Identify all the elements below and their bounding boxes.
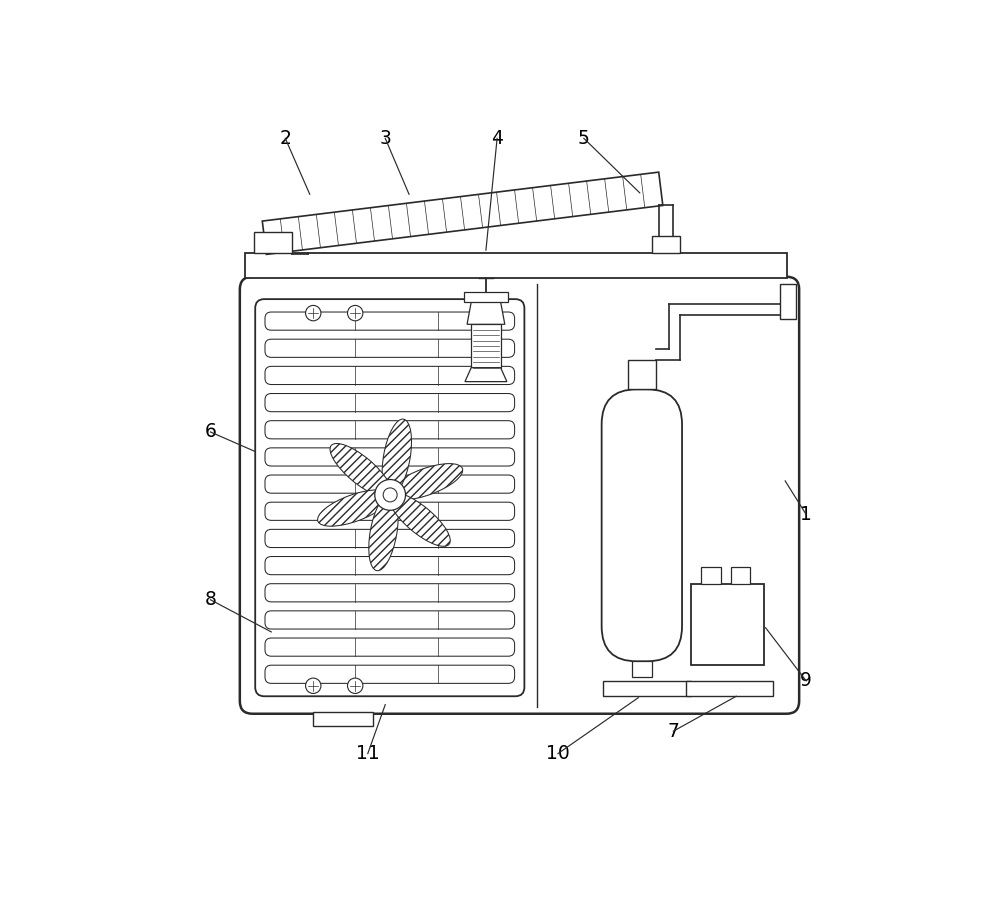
Bar: [691, 585, 764, 665]
FancyBboxPatch shape: [265, 666, 515, 684]
Text: 6: 6: [205, 422, 216, 441]
FancyBboxPatch shape: [265, 475, 515, 493]
Ellipse shape: [318, 490, 390, 526]
Text: 8: 8: [205, 590, 216, 609]
Text: 11: 11: [356, 744, 380, 763]
Polygon shape: [262, 173, 663, 254]
FancyBboxPatch shape: [265, 502, 515, 520]
Ellipse shape: [369, 495, 398, 571]
Circle shape: [347, 305, 363, 321]
Bar: [471, 324, 501, 368]
Bar: [780, 283, 796, 319]
Bar: [701, 567, 721, 585]
Bar: [652, 235, 680, 253]
Circle shape: [375, 479, 406, 510]
FancyBboxPatch shape: [265, 638, 515, 656]
Ellipse shape: [330, 443, 391, 497]
Bar: [254, 232, 292, 253]
Ellipse shape: [389, 493, 450, 547]
Text: 5: 5: [578, 129, 590, 148]
Bar: [603, 681, 691, 696]
Text: 1: 1: [800, 505, 812, 524]
FancyBboxPatch shape: [265, 557, 515, 575]
Circle shape: [306, 305, 321, 321]
Circle shape: [383, 488, 397, 502]
FancyBboxPatch shape: [265, 448, 515, 466]
Ellipse shape: [382, 419, 412, 495]
Bar: [731, 567, 750, 585]
Polygon shape: [465, 368, 507, 381]
Bar: [632, 661, 652, 676]
FancyBboxPatch shape: [265, 611, 515, 629]
FancyBboxPatch shape: [265, 420, 515, 439]
Ellipse shape: [390, 464, 463, 500]
Text: 3: 3: [379, 129, 391, 148]
Text: 10: 10: [546, 744, 570, 763]
FancyBboxPatch shape: [240, 277, 799, 714]
Text: 4: 4: [491, 129, 503, 148]
Circle shape: [306, 678, 321, 694]
Bar: [628, 360, 656, 390]
FancyBboxPatch shape: [602, 390, 682, 661]
FancyBboxPatch shape: [265, 312, 515, 331]
Text: 7: 7: [667, 722, 679, 741]
Circle shape: [347, 678, 363, 694]
Text: 2: 2: [279, 129, 291, 148]
FancyBboxPatch shape: [265, 340, 515, 358]
Bar: [686, 681, 773, 696]
FancyBboxPatch shape: [265, 529, 515, 548]
FancyBboxPatch shape: [265, 584, 515, 602]
Bar: [464, 292, 508, 302]
FancyBboxPatch shape: [265, 393, 515, 411]
Bar: [313, 712, 373, 725]
Bar: [245, 253, 787, 278]
FancyBboxPatch shape: [255, 299, 524, 696]
FancyBboxPatch shape: [265, 366, 515, 384]
Text: 9: 9: [800, 671, 812, 690]
Polygon shape: [467, 302, 505, 324]
